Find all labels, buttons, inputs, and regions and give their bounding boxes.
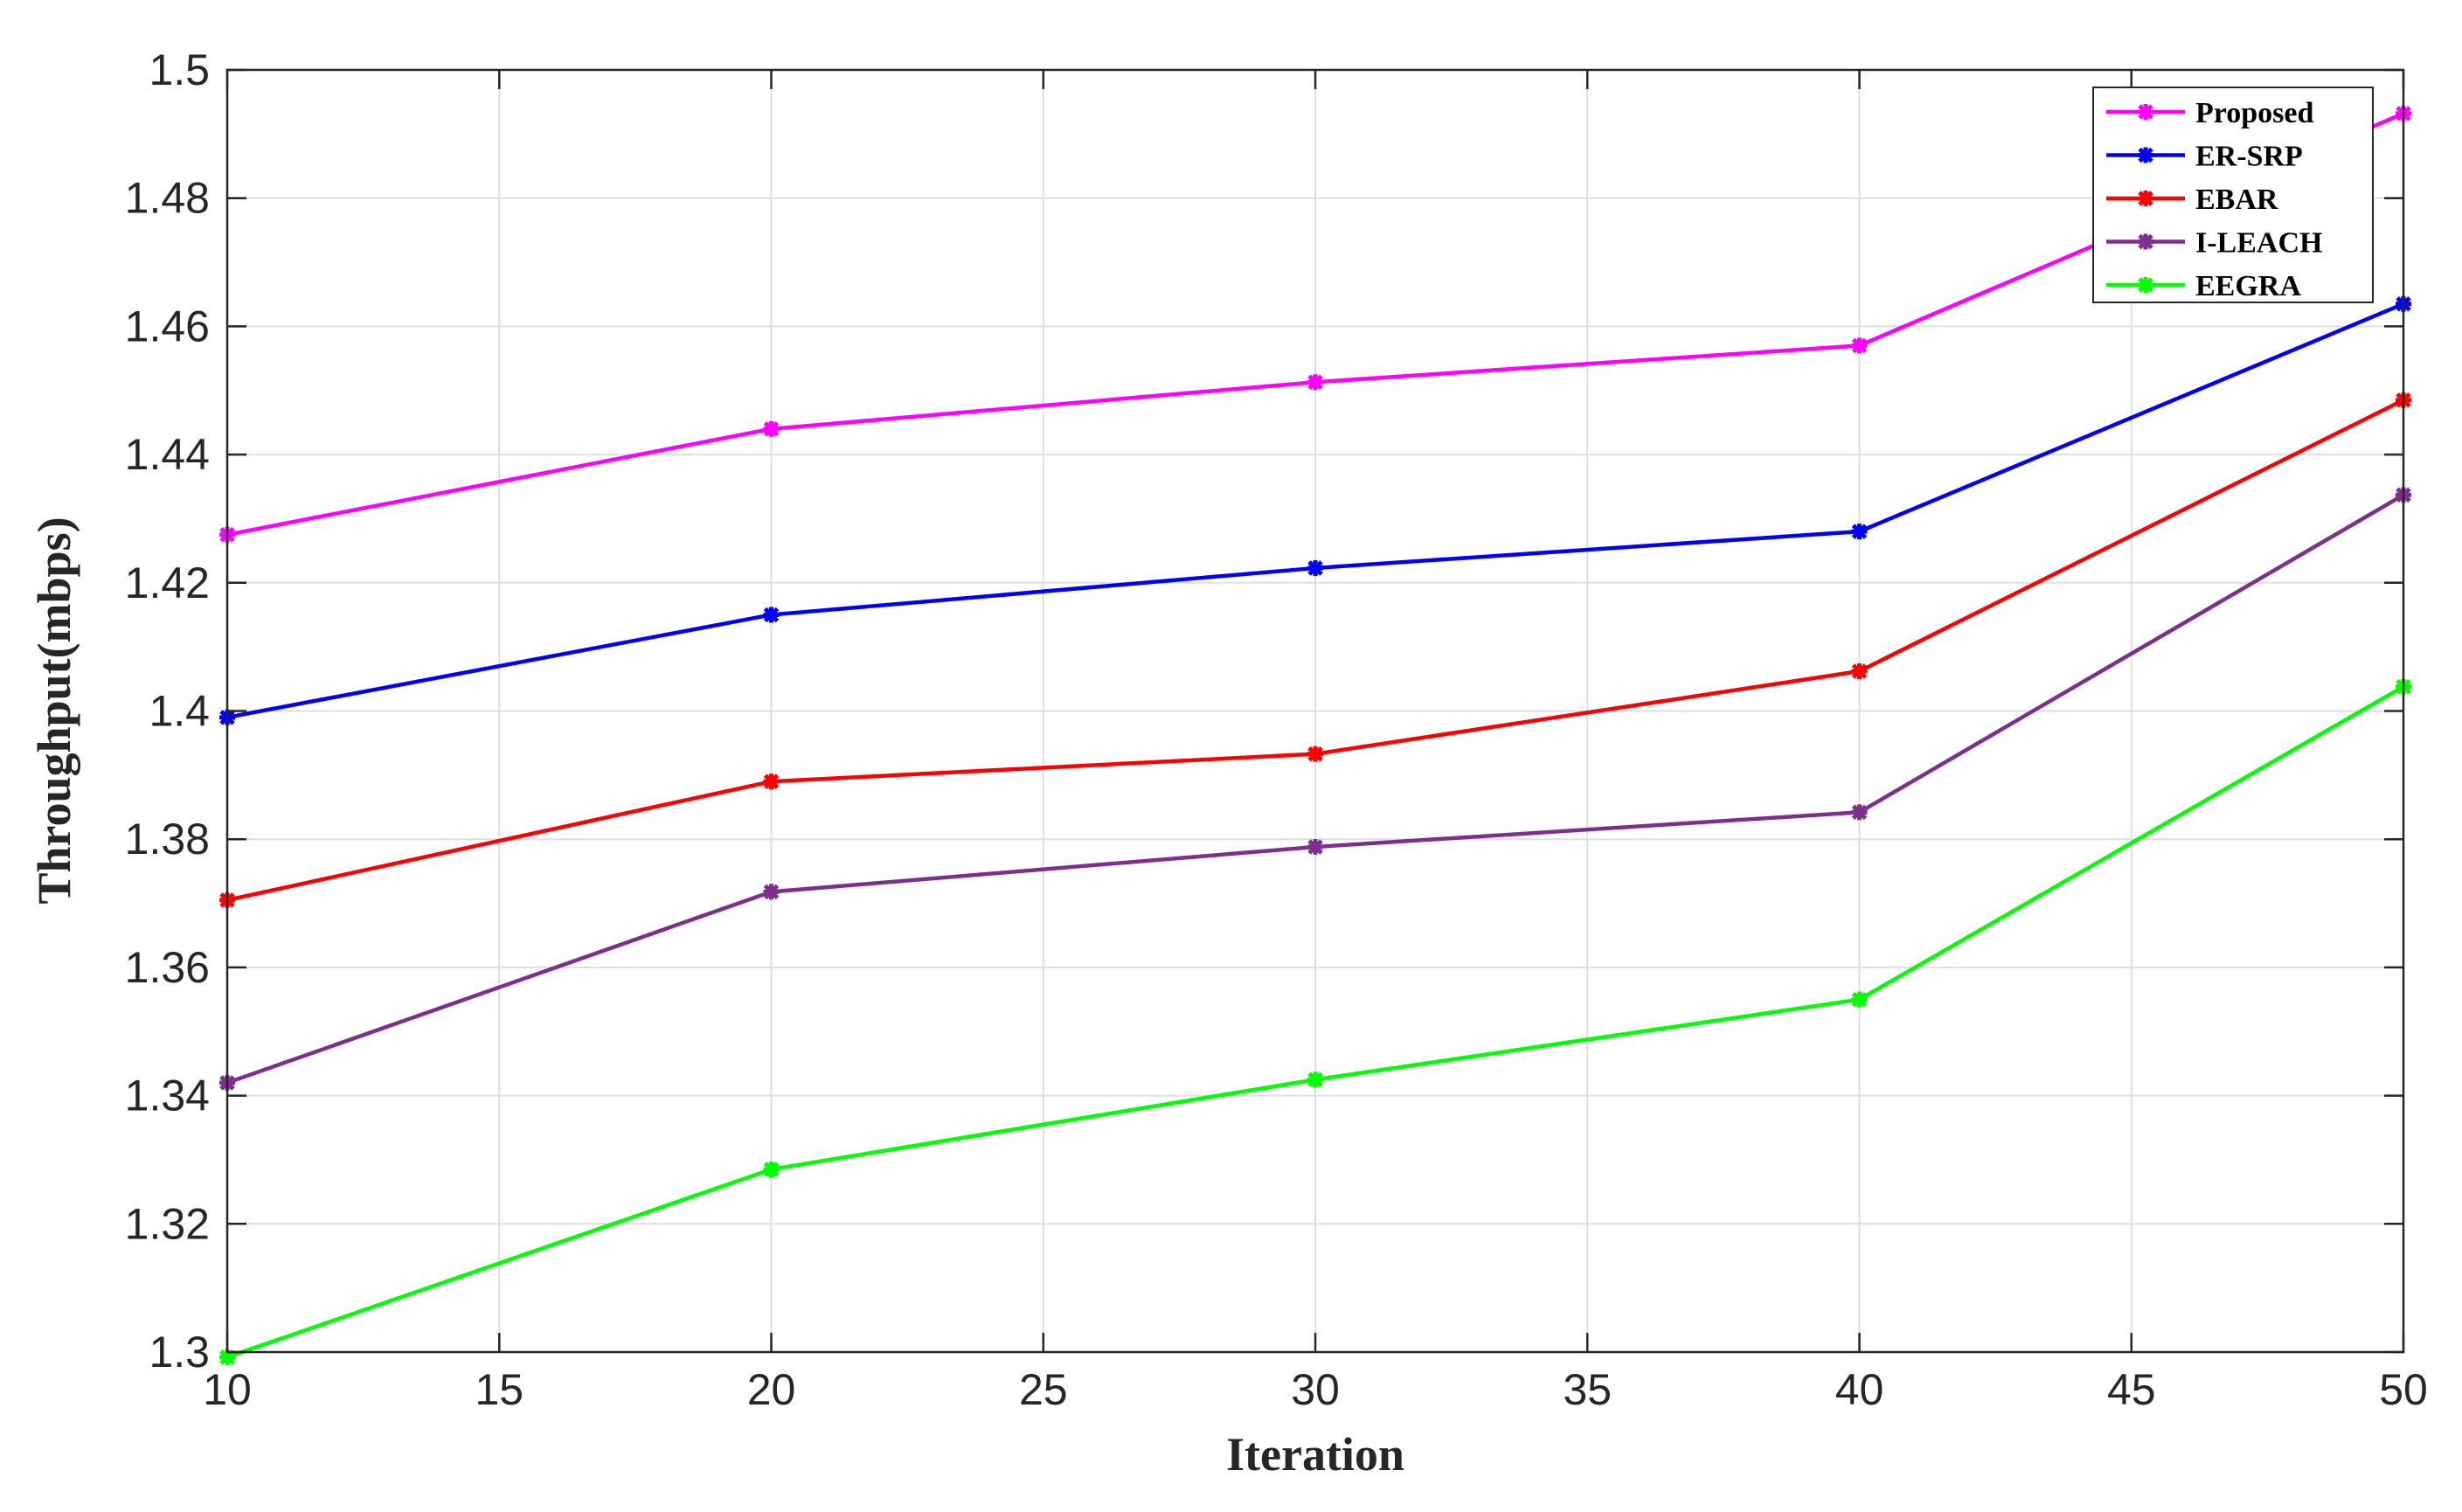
legend-marker <box>2138 277 2153 293</box>
y-tick-label: 1.46 <box>125 302 210 350</box>
data-point-er-srp <box>1851 524 1868 540</box>
y-tick-label: 1.5 <box>149 45 210 94</box>
legend-marker <box>2138 147 2153 163</box>
data-point-eegra <box>1307 1072 1323 1088</box>
x-tick-label: 25 <box>1019 1365 1068 1414</box>
axis-ticks <box>225 68 2405 1354</box>
x-tick-label: 35 <box>1563 1365 1612 1414</box>
data-series <box>219 105 2411 1365</box>
legend-marker <box>2138 233 2153 250</box>
x-tick-label: 10 <box>203 1365 252 1414</box>
data-point-proposed <box>1307 374 1323 391</box>
data-point-i-leach <box>763 884 780 900</box>
y-tick-label: 1.44 <box>125 430 210 479</box>
y-tick-label: 1.4 <box>149 687 210 736</box>
grid-lines <box>226 69 2404 1353</box>
y-tick-labels: 1.3 1.32 1.34 1.36 1.38 1.4 1.42 1.44 1.46 1.48 1.… <box>125 45 210 1377</box>
x-tick-label: 30 <box>1291 1365 1340 1414</box>
data-point-eegra <box>1851 991 1868 1008</box>
legend-item-i-leach: I-LEACH <box>2106 227 2322 260</box>
legend-item-er-srp: ER-SRP <box>2106 141 2303 173</box>
legend-item-eegra: EEGRA <box>2106 270 2301 302</box>
legend-label: I-LEACH <box>2195 227 2322 260</box>
data-point-eegra <box>763 1161 780 1177</box>
series-ebar <box>219 392 2411 908</box>
x-axis-title: Iteration <box>1226 1428 1404 1481</box>
series-er-srp <box>219 295 2411 725</box>
y-tick-label: 1.34 <box>125 1072 210 1120</box>
legend-label: Proposed <box>2195 97 2313 129</box>
legend-marker <box>2138 104 2153 120</box>
data-point-i-leach <box>1851 804 1868 821</box>
y-tick-label: 1.36 <box>125 943 210 992</box>
data-point-ebar <box>763 773 780 790</box>
data-point-ebar <box>1307 746 1323 762</box>
y-tick-label: 1.38 <box>125 815 210 864</box>
x-tick-label: 40 <box>1835 1365 1884 1414</box>
data-point-i-leach <box>1307 839 1323 856</box>
data-point-er-srp <box>763 607 780 623</box>
legend-label: ER-SRP <box>2195 141 2303 173</box>
data-point-proposed <box>763 420 780 437</box>
legend-item-ebar: EBAR <box>2106 184 2278 216</box>
x-tick-label: 15 <box>475 1365 524 1414</box>
legend-label: EEGRA <box>2195 270 2301 302</box>
legend-marker <box>2138 191 2153 206</box>
x-tick-label: 50 <box>2379 1365 2428 1414</box>
legend-item-proposed: Proposed <box>2106 97 2313 129</box>
x-tick-label: 45 <box>2107 1365 2156 1414</box>
legend-items: Proposed ER-SRP EBAR I-LEACH EEGRA <box>2106 97 2322 302</box>
data-point-ebar <box>1851 663 1868 680</box>
legend: Proposed ER-SRP EBAR I-LEACH EEGRA <box>2092 87 2374 303</box>
legend-label: EBAR <box>2195 184 2278 216</box>
y-tick-label: 1.3 <box>149 1328 210 1377</box>
y-axis-title: Throughput(mbps) <box>28 517 80 904</box>
y-tick-label: 1.42 <box>125 558 210 607</box>
y-tick-label: 1.48 <box>125 174 210 223</box>
x-tick-labels: 10 15 20 25 30 35 40 45 50 <box>203 1365 2428 1414</box>
data-point-er-srp <box>1307 559 1323 576</box>
x-tick-label: 20 <box>747 1365 796 1414</box>
data-point-proposed <box>1851 337 1868 354</box>
y-tick-label: 1.32 <box>125 1199 210 1248</box>
